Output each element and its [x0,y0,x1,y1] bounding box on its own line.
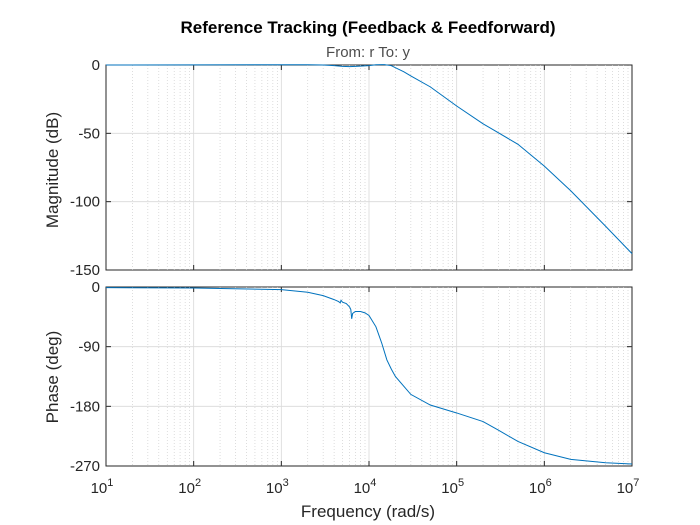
x-axis-label: Frequency (rad/s) [301,502,435,521]
phase-y-tick-label: -180 [70,398,100,415]
x-tick-label: 103 [266,477,289,497]
magnitude-y-label: Magnitude (dB) [43,112,62,228]
x-tick-label: 104 [354,477,377,497]
x-tick-label: 106 [529,477,552,497]
x-tick-label: 105 [441,477,464,497]
phase-y-tick-label: 0 [92,279,100,296]
chart-title: Reference Tracking (Feedback & Feedforwa… [180,18,555,37]
phase-panel: 0 -90 -180 -270 [70,279,633,475]
phase-y-tick-label: -90 [78,339,100,356]
phase-y-tick-label: -270 [70,458,100,475]
magnitude-y-tick-label: 0 [92,57,100,74]
x-tick-labels: 101 102 103 104 105 106 107 [91,477,640,497]
magnitude-y-tick-label: -50 [78,125,100,142]
magnitude-y-tick-label: -100 [70,194,100,211]
x-tick-label: 102 [178,477,201,497]
x-tick-label: 101 [91,477,114,497]
x-tick-label: 107 [617,477,640,497]
magnitude-y-tick-label: -150 [70,262,100,279]
chart-subtitle: From: r To: y [326,44,410,61]
phase-series-line [105,287,633,465]
phase-y-label: Phase (deg) [43,331,62,424]
magnitude-series-line [105,64,633,254]
magnitude-panel: 0 -50 -100 -150 [70,57,633,279]
